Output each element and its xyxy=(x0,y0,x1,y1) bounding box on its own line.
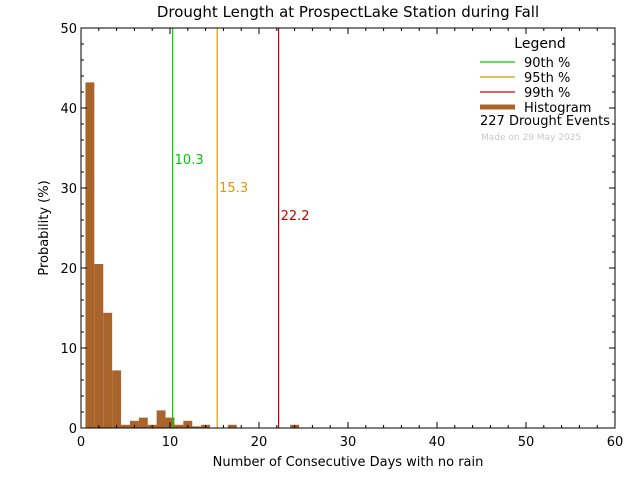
histogram-bar-12 xyxy=(183,420,193,428)
legend: Legend 90th %95th %99th %Histogram 227 D… xyxy=(480,36,610,143)
legend-title: Legend xyxy=(514,36,565,52)
histogram-bar-17 xyxy=(227,424,237,428)
chart-title: Drought Length at ProspectLake Station d… xyxy=(157,3,539,21)
legend-label-3: 99th % xyxy=(524,86,570,101)
y-tick-label-40: 40 xyxy=(60,102,77,117)
percentile-label-2: 15.3 xyxy=(219,181,248,196)
x-axis-label: Number of Consecutive Days with no rain xyxy=(213,455,484,470)
percentile-lines: 10.3 15.3 22.2 xyxy=(172,28,310,428)
y-tick-label-30: 30 xyxy=(60,182,77,197)
x-tick-label-0: 0 xyxy=(77,435,85,450)
x-tick-label-20: 20 xyxy=(251,435,268,450)
histogram-bar-13 xyxy=(192,426,202,428)
legend-events-count: 227 Drought Events xyxy=(480,114,610,129)
legend-label-2: 95th % xyxy=(524,71,570,86)
y-tick-label-10: 10 xyxy=(60,342,77,357)
histogram-bar-5 xyxy=(121,424,130,428)
histogram-bar-11 xyxy=(174,424,184,428)
x-tick-label-50: 50 xyxy=(518,435,535,450)
histogram-bar-9 xyxy=(156,410,166,428)
y-tick-label-20: 20 xyxy=(60,262,77,277)
histogram-bar-3 xyxy=(103,312,113,428)
legend-entries: 90th %95th %99th %Histogram xyxy=(480,56,591,116)
histogram-bar-7 xyxy=(138,417,148,428)
y-axis-ticks: 0 10 20 30 40 50 xyxy=(60,22,615,437)
legend-label-1: 90th % xyxy=(524,56,570,71)
x-tick-label-60: 60 xyxy=(607,435,624,450)
histogram-bar-4 xyxy=(112,370,122,428)
histogram-bar-2 xyxy=(94,264,104,428)
x-tick-label-10: 10 xyxy=(162,435,179,450)
histogram-bar-6 xyxy=(129,420,139,428)
x-tick-label-30: 30 xyxy=(340,435,357,450)
percentile-label-3: 22.2 xyxy=(281,209,310,224)
histogram-bars xyxy=(85,82,300,429)
legend-label-4: Histogram xyxy=(524,101,591,116)
made-on-note: Made on 29 May 2025 xyxy=(481,133,581,143)
x-axis-ticks: 0 10 20 30 40 50 60 xyxy=(77,28,623,450)
y-tick-label-50: 50 xyxy=(60,22,77,37)
x-tick-label-40: 40 xyxy=(429,435,446,450)
y-tick-label-0: 0 xyxy=(69,422,77,437)
y-axis-label: Probability (%) xyxy=(37,180,52,275)
histogram-bar-1 xyxy=(85,82,95,429)
percentile-label-1: 10.3 xyxy=(175,153,204,168)
